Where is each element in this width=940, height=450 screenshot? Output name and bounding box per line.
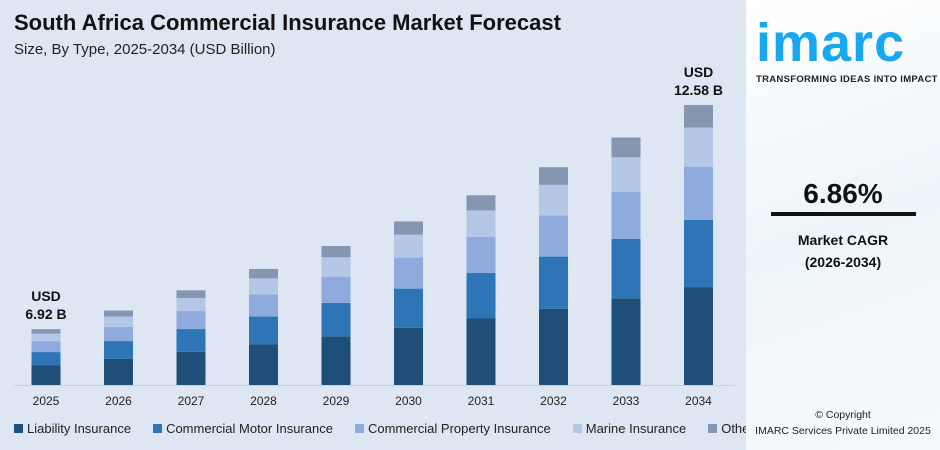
x-tick-label: 2031 bbox=[468, 394, 495, 408]
cagr-label: Market CAGR bbox=[797, 232, 889, 248]
info-panel: imarc TRANSFORMING IDEAS INTO IMPACT 6.8… bbox=[746, 0, 940, 450]
bar-segment-marine-insurance-2025 bbox=[31, 333, 61, 342]
bar-segment-liability-insurance-2026 bbox=[104, 358, 133, 385]
data-label: USD bbox=[31, 288, 61, 304]
bar-segment-marine-insurance-2034 bbox=[684, 127, 713, 167]
bar-segment-liability-insurance-2034 bbox=[684, 287, 713, 385]
bar-segment-liability-insurance-2029 bbox=[321, 336, 351, 385]
bar-segment-commercial-property-insurance-2025 bbox=[31, 341, 61, 353]
bar-segment-commercial-motor-insurance-2029 bbox=[321, 303, 351, 337]
x-tick-label: 2032 bbox=[540, 394, 567, 408]
legend-swatch bbox=[708, 424, 718, 433]
legend-swatch bbox=[14, 424, 23, 433]
bar-segment-commercial-motor-insurance-2026 bbox=[104, 341, 133, 359]
tagline: TRANSFORMING IDEAS INTO IMPACT bbox=[756, 74, 938, 85]
bar-segment-others-2033 bbox=[611, 137, 641, 158]
data-label: USD bbox=[684, 64, 714, 80]
bar-segment-commercial-motor-insurance-2032 bbox=[539, 256, 568, 309]
legend-item: Commercial Motor Insurance bbox=[153, 421, 333, 436]
legend-swatch bbox=[572, 424, 582, 433]
bar-segment-commercial-motor-insurance-2025 bbox=[31, 352, 61, 366]
legend-swatch bbox=[354, 424, 364, 433]
bar-segment-commercial-property-insurance-2028 bbox=[249, 294, 278, 317]
bar-segment-liability-insurance-2031 bbox=[466, 318, 496, 385]
bar-segment-commercial-property-insurance-2033 bbox=[611, 192, 641, 239]
bar-segment-commercial-motor-insurance-2034 bbox=[684, 219, 713, 288]
bar-segment-commercial-property-insurance-2026 bbox=[104, 326, 133, 342]
stacked-bar-chart: 2025 USD 6.92 B 2026 2027 2028 2029 2030 2031 203… bbox=[14, 64, 735, 408]
x-tick-label: 2027 bbox=[178, 394, 205, 408]
bar-segment-commercial-motor-insurance-2031 bbox=[466, 273, 496, 319]
data-label: 6.92 B bbox=[25, 306, 66, 322]
x-tick-label: 2034 bbox=[685, 394, 712, 408]
bar-segment-marine-insurance-2029 bbox=[321, 257, 351, 277]
bar-segment-others-2032 bbox=[539, 167, 568, 185]
bar-segment-marine-insurance-2031 bbox=[466, 210, 496, 237]
chart-subtitle: Size, By Type, 2025-2034 (USD Billion) bbox=[14, 41, 276, 58]
bar-segment-commercial-property-insurance-2034 bbox=[684, 166, 713, 220]
bar-segment-commercial-property-insurance-2029 bbox=[321, 276, 351, 304]
bar-segment-liability-insurance-2033 bbox=[611, 298, 641, 385]
bar-segment-commercial-property-insurance-2030 bbox=[394, 257, 423, 289]
legend: Liability Insurance Commercial Motor Insu… bbox=[14, 421, 760, 436]
bar-segment-liability-insurance-2032 bbox=[539, 308, 568, 385]
chart-title: South Africa Commercial Insurance Market… bbox=[14, 10, 561, 35]
bar-segment-commercial-motor-insurance-2030 bbox=[394, 288, 423, 328]
legend-item: Commercial Property Insurance bbox=[354, 421, 551, 436]
bar-segment-others-2025 bbox=[31, 329, 61, 334]
bar-segment-marine-insurance-2026 bbox=[104, 316, 133, 327]
legend-label: Liability Insurance bbox=[27, 421, 132, 436]
bar-segment-marine-insurance-2030 bbox=[394, 234, 423, 258]
legend-label: Marine Insurance bbox=[585, 421, 687, 436]
bar-segment-liability-insurance-2030 bbox=[394, 327, 423, 385]
bar-segment-marine-insurance-2032 bbox=[539, 184, 568, 216]
bar-segment-commercial-property-insurance-2032 bbox=[539, 215, 568, 257]
bar-segment-others-2026 bbox=[104, 310, 133, 317]
x-tick-label: 2026 bbox=[105, 394, 132, 408]
copyright-block: © Copyright IMARC Services Private Limit… bbox=[746, 407, 940, 439]
bar-segment-others-2034 bbox=[684, 105, 713, 128]
bar-segment-liability-insurance-2027 bbox=[176, 351, 206, 385]
x-tick-label: 2025 bbox=[33, 394, 60, 408]
cagr-period: (2026-2034) bbox=[804, 254, 882, 270]
bar-segment-others-2028 bbox=[249, 268, 278, 279]
bar-segment-marine-insurance-2028 bbox=[249, 278, 278, 295]
x-tick-label: 2030 bbox=[395, 394, 422, 408]
data-label: 12.58 B bbox=[674, 82, 723, 98]
bar-segment-commercial-motor-insurance-2028 bbox=[249, 316, 278, 345]
bar-segment-others-2031 bbox=[466, 195, 496, 211]
legend-swatch bbox=[153, 424, 163, 433]
cagr-value: 6.86% bbox=[803, 178, 883, 209]
bar-segment-commercial-motor-insurance-2033 bbox=[611, 238, 641, 299]
bar-segment-others-2027 bbox=[176, 290, 206, 298]
copyright: © Copyright bbox=[815, 409, 871, 421]
bar-segment-commercial-property-insurance-2031 bbox=[466, 236, 496, 274]
bar-segment-commercial-property-insurance-2027 bbox=[176, 311, 206, 330]
x-tick-label: 2029 bbox=[323, 394, 350, 408]
bar-segment-others-2029 bbox=[321, 246, 351, 258]
x-tick-label: 2028 bbox=[250, 394, 277, 408]
bar-segment-liability-insurance-2025 bbox=[31, 365, 61, 385]
cagr-label-block: Market CAGR (2026-2034) bbox=[746, 229, 940, 273]
bar-segment-marine-insurance-2027 bbox=[176, 297, 206, 312]
legend-label: Commercial Property Insurance bbox=[367, 421, 551, 436]
legend-item: Marine Insurance bbox=[572, 421, 687, 436]
company: IMARC Services Private Limited 2025 bbox=[755, 425, 931, 437]
divider bbox=[771, 212, 916, 216]
legend-item: Liability Insurance bbox=[14, 421, 131, 436]
bar-segment-liability-insurance-2028 bbox=[249, 344, 278, 385]
imarc-logo: imarc bbox=[756, 13, 906, 73]
x-tick-label: 2033 bbox=[613, 394, 640, 408]
legend-label: Commercial Motor Insurance bbox=[166, 421, 333, 436]
bar-segment-others-2030 bbox=[394, 221, 423, 235]
bar-segment-marine-insurance-2033 bbox=[611, 157, 641, 193]
bar-segment-commercial-motor-insurance-2027 bbox=[176, 329, 206, 352]
